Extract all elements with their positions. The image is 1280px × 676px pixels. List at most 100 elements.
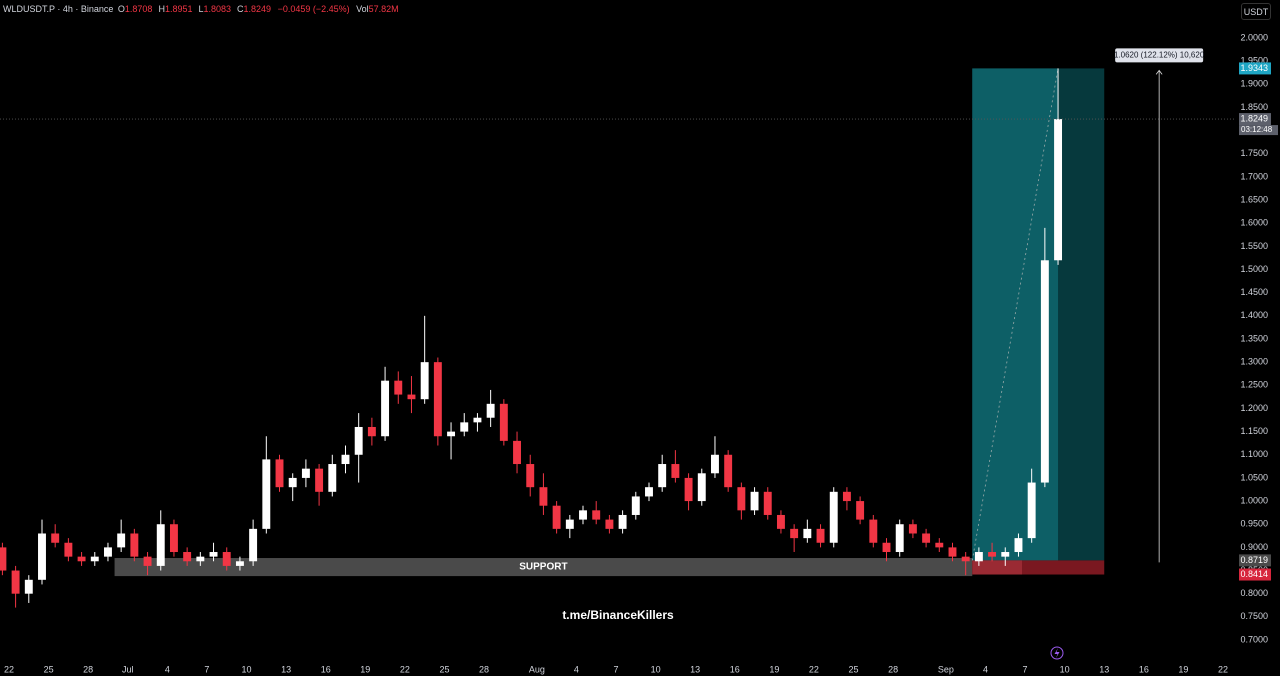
x-tick-label: 10 [242,664,252,674]
candle-body [24,579,33,594]
x-tick-label: 22 [1218,664,1228,674]
ohlc-value: 1.8249 [243,4,272,14]
candle-body [750,491,759,511]
candle-body [803,528,812,539]
last-price-badge-bg [1239,113,1271,126]
support-label: SUPPORT [519,562,567,573]
candle-body [473,417,482,423]
x-tick-label: 25 [849,664,859,674]
y-tick-label: 1.4000 [1240,310,1268,320]
ohlc-label: C [237,4,244,14]
position-path [971,68,1059,561]
y-tick-label: 0.9500 [1240,519,1268,529]
x-tick-label: 25 [44,664,54,674]
volume-value: 57.82M [368,4,399,14]
candle-body [882,542,891,553]
candle-body [1040,260,1049,483]
candle-body [948,547,957,557]
y-tick-label: 1.5500 [1240,241,1268,251]
candle-body [169,524,178,553]
candle-body [117,533,126,548]
x-tick-label: 13 [281,664,291,674]
candle-body [869,519,878,543]
candle-body [64,542,73,557]
candle-body [908,524,917,534]
candle-body [156,524,165,566]
y-tick-label: 1.6500 [1240,194,1268,204]
candle-body [935,542,944,548]
candle-body [38,533,46,580]
candle-body [1001,552,1010,557]
ohlc-value: 1.8951 [164,4,193,14]
x-tick-label: 7 [613,664,618,674]
candle-body [288,477,297,488]
candle-body [1027,482,1036,539]
candle-body [315,468,324,492]
candle-body [605,519,614,529]
y-tick-label: 2.0000 [1240,32,1268,42]
candle-body [381,380,390,437]
candle-body [711,454,719,474]
target-badge-bg [1239,62,1271,75]
y-tick-label: 1.1000 [1240,449,1268,459]
candle-body [816,528,825,543]
x-tick-label: Jul [122,664,134,674]
y-tick-label: 1.2500 [1240,380,1268,390]
candle-body [341,454,350,465]
candle-body [104,547,112,557]
x-tick-label: 4 [165,664,170,674]
x-tick-label: 7 [204,664,209,674]
candle-body [684,477,693,502]
alert-bolt [1054,648,1060,658]
candle-body [671,464,680,478]
candle-body [579,510,587,520]
candle-body [11,570,20,594]
candle-body [645,487,653,497]
candle-body [631,496,640,515]
y-tick-label: 0.7500 [1240,611,1268,621]
candle-body [143,556,152,566]
x-tick-label: 16 [730,664,740,674]
candle-body [433,362,442,437]
y-tick-label: 1.3000 [1240,357,1268,367]
y-tick-label: 1.7500 [1240,148,1268,158]
candle-body [447,431,456,437]
ohlc-label: O [117,4,125,14]
x-tick-label: 16 [321,664,331,674]
measure-label: 1.0620 (122.12%) 10,620 [1114,51,1205,60]
x-tick-label: 22 [809,664,819,674]
candle-body [658,464,667,488]
change: −0.0459 (−2.45%) [277,4,350,14]
x-tick-label: 13 [1099,664,1109,674]
volume-label: Vol [356,4,369,14]
x-tick-label: 16 [1139,664,1149,674]
y-tick-label: 1.5000 [1240,264,1268,274]
y-tick-label: 1.8500 [1240,102,1268,112]
timer-bg [1239,125,1278,136]
stop-badge: 0.8414 [1240,569,1268,579]
x-tick-label: 13 [690,664,700,674]
candle-body [301,468,310,478]
ohlc: O1.8708 H1.8951 L1.8083 C1.8249 [116,4,275,14]
candle-body [763,491,772,515]
candle-body [513,440,521,465]
x-tick-label: 4 [574,664,579,674]
x-tick-label: 22 [4,664,14,674]
y-tick-label: 1.9500 [1240,56,1268,66]
y-tick-label: 1.7000 [1240,171,1268,181]
y-tick-label: 1.4500 [1240,287,1268,297]
stop-badge-bg [1239,568,1271,581]
ohlc-value: 1.8708 [124,4,153,14]
y-tick-label: 1.3500 [1240,333,1268,343]
candle-body [420,362,429,400]
y-tick-label: 0.9000 [1240,542,1268,552]
candle-body [460,422,469,432]
candle-body [407,394,416,400]
candle-body [592,510,601,520]
x-tick-label: 25 [439,664,449,674]
measure-label-bg [1115,48,1204,63]
unit-button[interactable]: USDT [1241,3,1271,20]
candle-body [724,454,733,488]
